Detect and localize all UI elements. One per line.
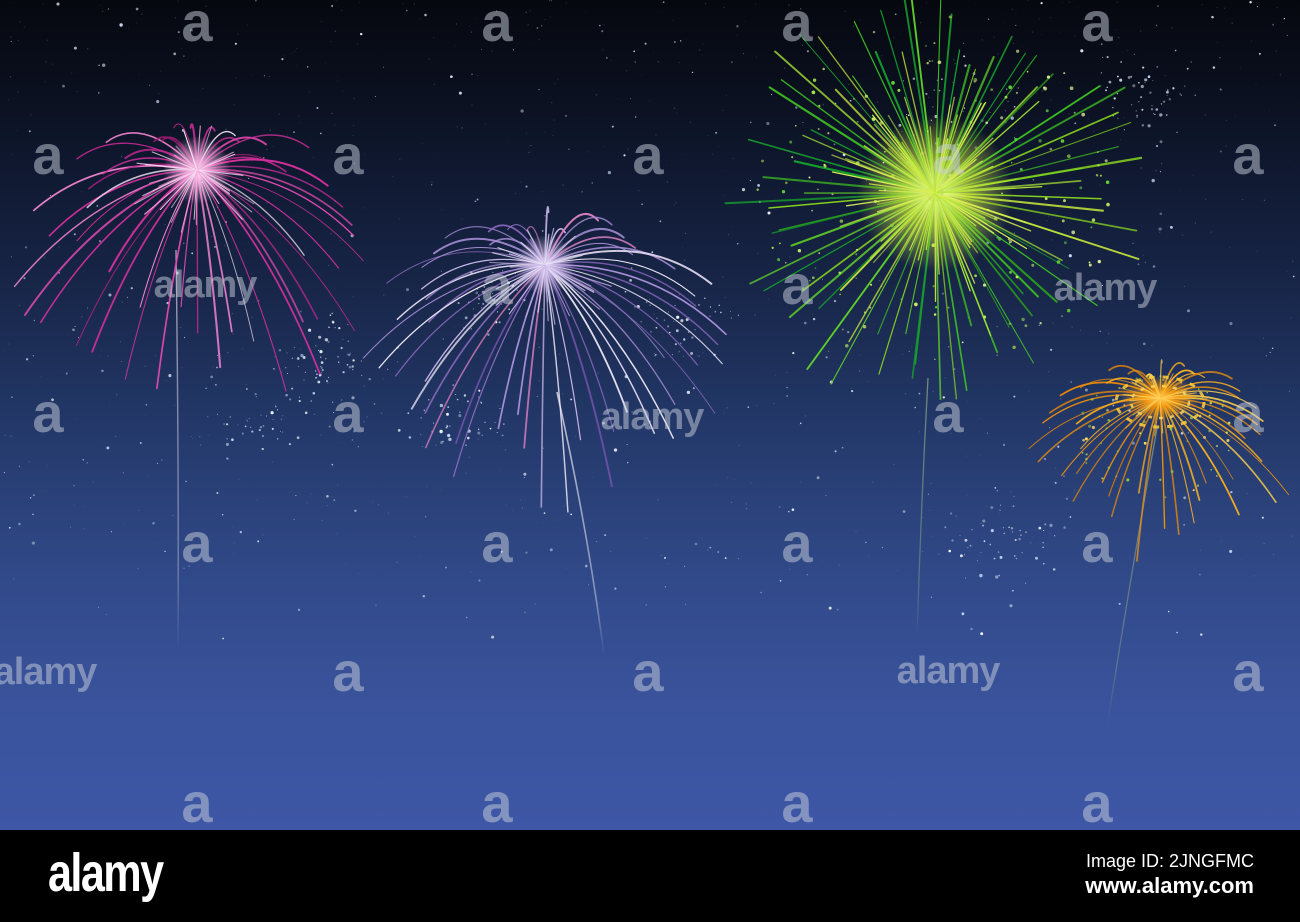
firework-orange-willow [1028,359,1290,728]
image-id-text: Image ID: 2JNGFMC [1085,851,1254,871]
firework-green-burst [724,0,1143,639]
night-sky: a a a a a a a a a a a a a a a a a a a a a a a a a a alamy alamy alam… [0,0,1300,831]
alamy-logo: alamy [48,843,164,903]
firework-pink-willow [13,123,364,651]
watermark-footer-bar: alamy Image ID: 2JNGFMC www.alamy.com [0,830,1300,922]
image-info: Image ID: 2JNGFMC www.alamy.com [1085,852,1254,897]
alamy-url-text: www.alamy.com [1085,873,1254,898]
sky-art [3,0,1295,728]
firework-purple-willow [362,206,727,656]
